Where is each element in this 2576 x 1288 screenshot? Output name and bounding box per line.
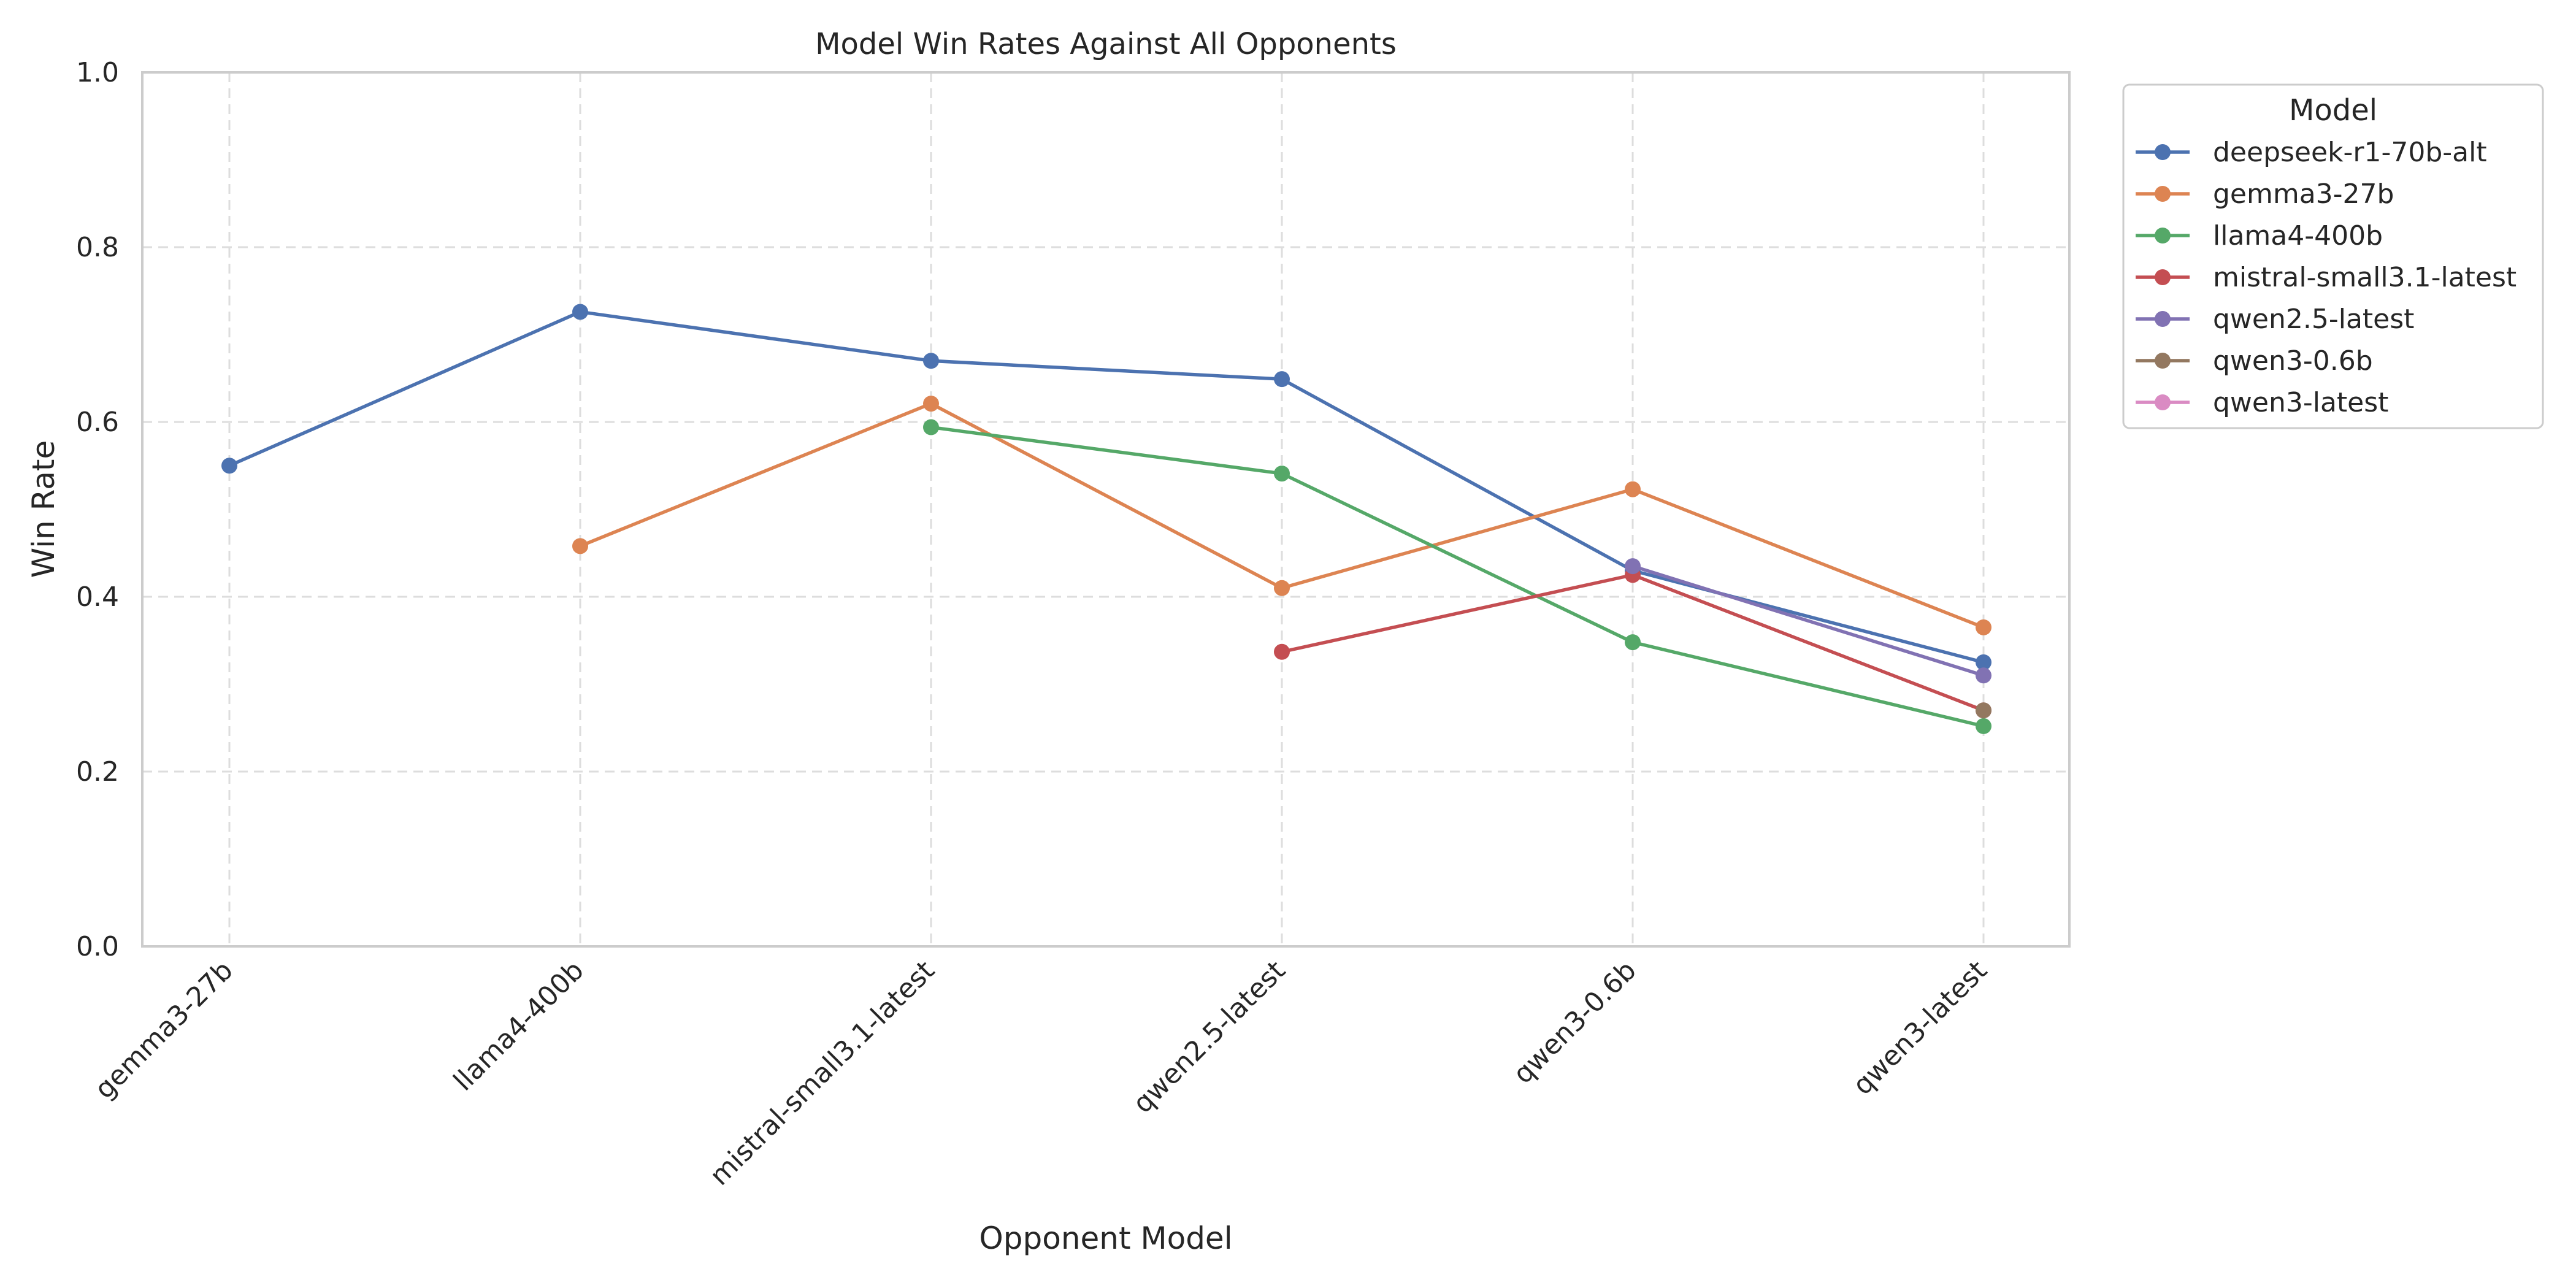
x-tick-label: gemma3-27b: [89, 955, 239, 1105]
y-axis-label: Win Rate: [26, 440, 61, 578]
x-axis-ticks: gemma3-27b llama4-400b mistral-small3.1-la…: [89, 955, 1993, 1192]
legend-item: qwen3-0.6b: [2136, 345, 2373, 377]
y-tick-label: 0.0: [76, 931, 119, 962]
data-point: [572, 538, 588, 554]
series-qwen3-0.6b: [1976, 702, 1991, 719]
plot-frame: [141, 71, 2071, 948]
data-point: [1274, 371, 1290, 388]
y-tick-label: 0.4: [76, 581, 119, 613]
x-tick-label: qwen3-latest: [1847, 955, 1993, 1102]
legend-marker: [2155, 353, 2171, 369]
data-point: [1625, 481, 1641, 497]
legend-item: qwen2.5-latest: [2136, 304, 2414, 335]
y-tick-label: 0.2: [76, 756, 119, 788]
series-llama4-400b: [923, 419, 1991, 734]
legend-item: mistral-small3.1-latest: [2136, 262, 2517, 293]
y-axis-ticks: 0.0 0.2 0.4 0.6 0.8 1.0: [76, 57, 119, 962]
x-tick-label: qwen2.5-latest: [1127, 955, 1291, 1119]
legend-marker: [2155, 269, 2171, 285]
series-qwen2.5-latest: [1625, 558, 1991, 684]
data-point: [923, 353, 939, 369]
legend-item: qwen3-latest: [2136, 387, 2388, 418]
legend-item: gemma3-27b: [2136, 178, 2394, 210]
legend-marker: [2155, 144, 2171, 160]
y-tick-label: 0.8: [76, 232, 119, 263]
series-layer: [221, 304, 1991, 734]
legend-marker: [2155, 394, 2171, 410]
x-axis-label: Opponent Model: [979, 1221, 1232, 1256]
legend-label: gemma3-27b: [2213, 178, 2394, 210]
chart-title: Model Win Rates Against All Opponents: [815, 27, 1397, 61]
legend-box: [2122, 83, 2544, 429]
x-tick-label: qwen3-0.6b: [1507, 955, 1642, 1090]
data-point: [1274, 466, 1290, 482]
legend-label: qwen2.5-latest: [2213, 304, 2414, 335]
legend-label: qwen3-latest: [2213, 387, 2388, 418]
data-point: [1274, 580, 1290, 596]
x-tick-label: llama4-400b: [448, 955, 590, 1097]
series-line: [929, 425, 1985, 728]
data-point: [1976, 718, 1991, 734]
legend-marker: [2155, 311, 2171, 327]
data-point: [1274, 643, 1290, 660]
legend-item: llama4-400b: [2136, 220, 2383, 251]
legend-marker: [2155, 186, 2171, 202]
series-line: [1631, 564, 1985, 677]
data-point: [1976, 667, 1991, 684]
data-point: [1976, 654, 1991, 670]
legend-items: deepseek-r1-70b-alt gemma3-27b llama4-400b…: [2136, 137, 2517, 418]
series-deepseek-r1-70b-alt: [221, 304, 1991, 670]
data-point: [923, 419, 939, 435]
legend-marker: [2155, 228, 2171, 243]
grid: [142, 71, 2069, 948]
legend-label: deepseek-r1-70b-alt: [2213, 137, 2487, 168]
data-point: [1625, 558, 1641, 575]
data-point: [221, 458, 237, 474]
legend-title: Model: [2289, 93, 2377, 128]
data-point: [923, 396, 939, 412]
legend-label: mistral-small3.1-latest: [2213, 262, 2517, 293]
legend: Model deepseek-r1-70b-alt gemma3-27b llama…: [2122, 83, 2544, 429]
y-tick-label: 1.0: [76, 57, 119, 88]
legend-item: deepseek-r1-70b-alt: [2136, 137, 2487, 168]
data-point: [1976, 619, 1991, 635]
legend-label: qwen3-0.6b: [2213, 345, 2373, 377]
series-gemma3-27b: [572, 396, 1991, 635]
x-tick-label: mistral-small3.1-latest: [704, 955, 941, 1192]
data-point: [572, 304, 588, 320]
legend-label: llama4-400b: [2213, 220, 2383, 251]
data-point: [1625, 634, 1641, 651]
data-point: [1976, 702, 1991, 719]
y-tick-label: 0.6: [76, 407, 119, 438]
